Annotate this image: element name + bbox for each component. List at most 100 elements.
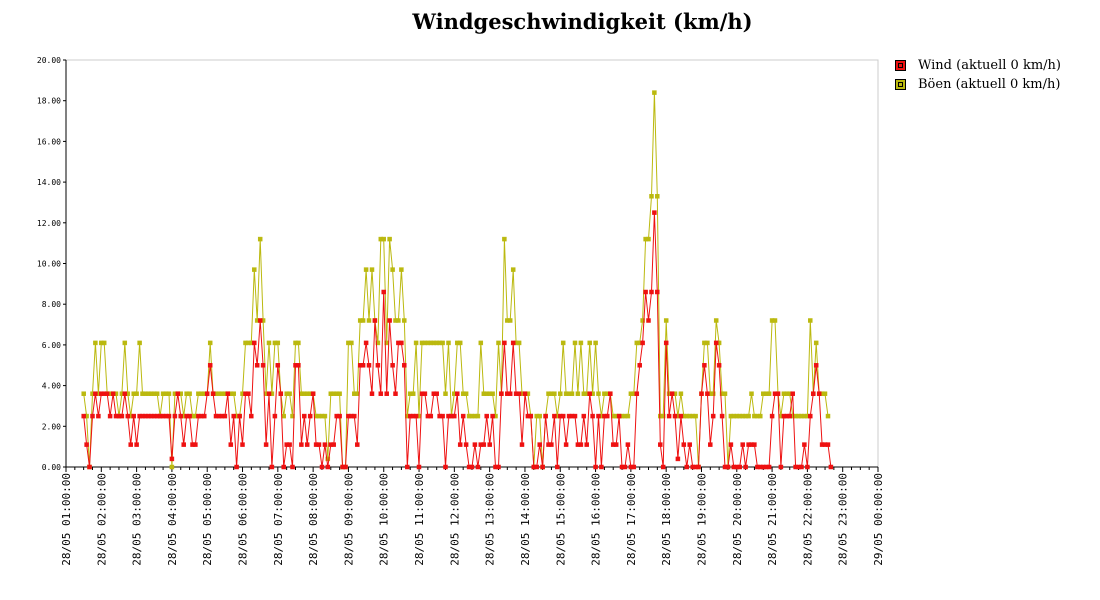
data-point (381, 236, 386, 242)
data-point (655, 194, 660, 199)
data-point (299, 442, 304, 447)
x-tick-label: 28/05 13:00:00 (484, 473, 497, 566)
data-point (260, 363, 266, 368)
data-point (669, 391, 675, 396)
data-point (507, 318, 513, 323)
data-point (128, 442, 133, 447)
x-tick-label: 28/05 02:00:00 (95, 473, 108, 566)
data-point (463, 391, 469, 396)
data-point (257, 318, 263, 323)
data-point (207, 363, 213, 368)
data-point (693, 413, 698, 419)
data-point (207, 340, 213, 346)
data-point (249, 413, 254, 419)
data-point (366, 318, 372, 323)
data-point (228, 442, 234, 447)
data-point (443, 464, 448, 470)
data-point (125, 413, 131, 419)
data-point (240, 442, 245, 447)
x-tick-label: 28/05 09:00:00 (342, 473, 355, 566)
data-point (93, 340, 98, 346)
data-point (275, 363, 281, 368)
data-point (246, 391, 251, 396)
data-point (787, 413, 792, 419)
data-point (663, 340, 669, 346)
x-tick-label: 28/05 04:00:00 (166, 473, 179, 566)
data-point (799, 464, 804, 470)
data-point (587, 340, 592, 346)
data-point (134, 391, 139, 396)
data-point (390, 267, 395, 272)
data-point (549, 442, 554, 447)
data-point (672, 413, 678, 419)
data-point (593, 464, 598, 470)
x-tick-label: 28/05 06:00:00 (237, 473, 250, 566)
data-point (758, 413, 763, 419)
x-tick-label: 28/05 21:00:00 (766, 473, 779, 566)
data-point (399, 340, 404, 346)
x-axis: 28/05 01:00:00 28/05 02:00:00 28/05 03:00:… (60, 466, 885, 566)
x-tick-label: 28/05 03:00:00 (131, 473, 144, 566)
data-point (640, 340, 645, 346)
data-point (775, 391, 781, 396)
data-point (578, 442, 584, 447)
data-point (752, 442, 757, 447)
data-point (631, 464, 637, 470)
data-point (266, 340, 272, 346)
data-point (81, 413, 86, 419)
data-point (193, 442, 198, 447)
x-tick-label: 28/05 10:00:00 (378, 473, 391, 566)
data-point (275, 340, 281, 346)
data-point (263, 442, 269, 447)
data-point (702, 363, 707, 368)
y-tick-label: 14.00 (37, 178, 61, 187)
data-point (599, 464, 604, 470)
data-point (678, 413, 684, 419)
data-point (708, 442, 713, 447)
x-tick-label: 28/05 01:00:00 (60, 473, 73, 566)
data-point (322, 413, 328, 419)
data-point (187, 413, 192, 419)
data-point (537, 442, 542, 447)
data-point (287, 391, 292, 396)
data-point (828, 464, 834, 470)
data-point (705, 340, 710, 346)
data-point (178, 413, 183, 419)
data-point (101, 340, 107, 346)
data-point (281, 413, 286, 419)
data-point (307, 413, 313, 419)
data-point (613, 442, 619, 447)
legend-label-gusts: Böen (aktuell 0 km/h) (918, 77, 1061, 92)
data-point (375, 363, 381, 368)
data-point (649, 289, 654, 295)
data-point (457, 442, 463, 447)
y-tick-label: 2.00 (42, 422, 61, 431)
data-point (569, 391, 575, 396)
data-point (390, 363, 395, 368)
data-point (563, 442, 569, 447)
data-point (446, 340, 451, 346)
data-point (366, 363, 372, 368)
plot-area (65, 59, 879, 468)
data-point (81, 391, 86, 396)
y-tick-label: 18.00 (37, 97, 61, 106)
data-point (540, 464, 545, 470)
data-point (452, 413, 457, 419)
data-point (355, 442, 360, 447)
data-point (296, 363, 301, 368)
data-point (172, 413, 178, 419)
data-point (387, 236, 392, 242)
legend-swatch-wind (895, 60, 906, 71)
legend-item-wind: Wind (aktuell 0 km/h) (895, 56, 1061, 75)
data-point (343, 464, 348, 470)
data-point (396, 318, 401, 323)
data-point (772, 318, 778, 323)
data-point (813, 340, 819, 346)
legend-swatch-gusts (895, 79, 906, 90)
data-point (202, 413, 207, 419)
data-point (134, 442, 139, 447)
legend-label-wind: Wind (aktuell 0 km/h) (918, 58, 1061, 73)
y-tick-label: 12.00 (37, 219, 61, 228)
data-point (363, 340, 369, 346)
x-tick-label: 28/05 05:00:00 (201, 473, 214, 566)
